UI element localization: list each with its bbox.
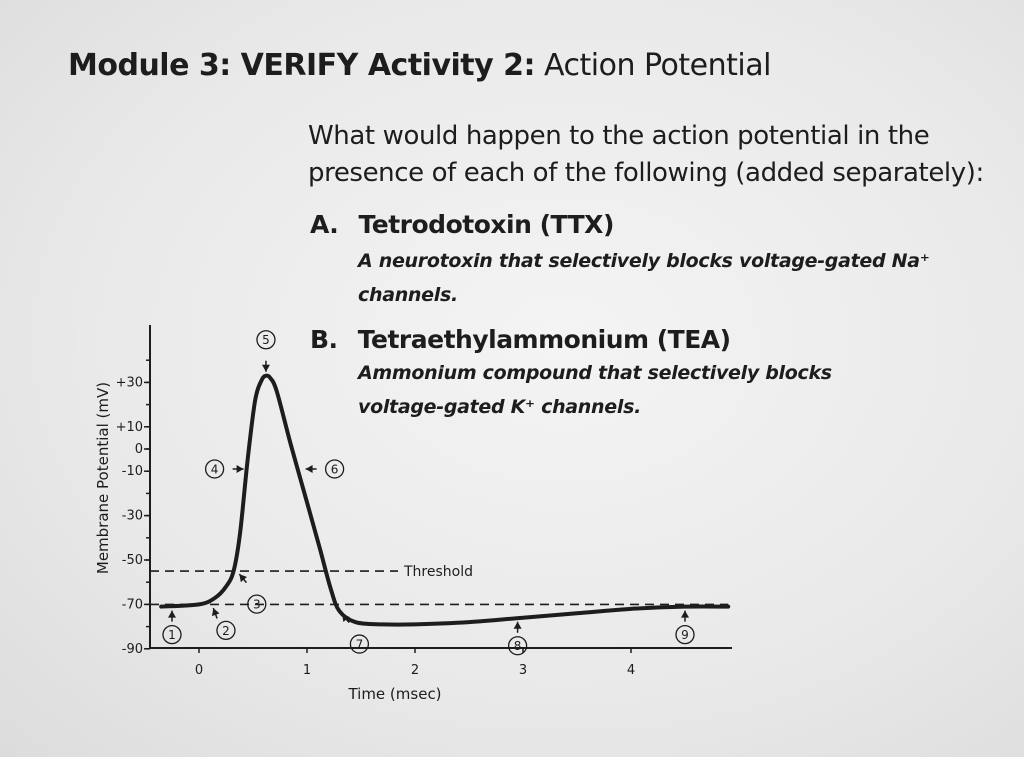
marker-label-6: 6: [331, 462, 339, 476]
y-tick-label: -10: [122, 464, 143, 479]
marker-circle-2: [216, 620, 236, 641]
marker-label-3: 3: [253, 598, 261, 612]
marker-arrowhead-7: [341, 614, 350, 623]
marker-circle-3: [247, 594, 267, 614]
marker-label-8: 8: [514, 639, 522, 653]
item-a-description: A neurotoxin that selectively blocks vol…: [358, 244, 930, 312]
marker-circle-6: [324, 459, 345, 479]
marker-circle-4: [204, 459, 225, 479]
y-tick-label: -50: [122, 553, 143, 568]
marker-label-7: 7: [356, 638, 364, 652]
x-tick-label: 0: [195, 663, 203, 678]
item-b-description: Ammonium compound that selectively block…: [358, 356, 832, 424]
y-axis-label: Membrane Potential (mV): [94, 382, 112, 574]
marker-arrowhead-5: [261, 364, 270, 372]
x-axis-label: Time (msec): [347, 685, 441, 703]
marker-circle-7: [349, 634, 370, 654]
marker-arrowhead-1: [168, 610, 176, 618]
marker-arrowhead-9: [681, 610, 689, 618]
item-a-name: Tetrodotoxin (TTX): [358, 210, 615, 239]
title-bold: Module 3: VERIFY Activity 2:: [68, 48, 536, 83]
y-tick-label: -30: [122, 509, 143, 524]
marker-arrowhead-3: [239, 574, 247, 583]
marker-circle-1: [162, 624, 182, 645]
x-tick-label: 2: [411, 663, 419, 678]
item-b-name: Tetraethylammonium (TEA): [357, 325, 731, 354]
marker-circle-8: [507, 636, 528, 656]
y-tick-label: -70: [122, 597, 143, 612]
marker-label-2: 2: [222, 624, 230, 638]
item-a-desc-line1: A neurotoxin that selectively blocks vol…: [358, 250, 930, 272]
y-tick-label: +30: [116, 375, 143, 390]
x-tick-label: 3: [519, 663, 527, 678]
marker-label-1: 1: [168, 628, 176, 642]
marker-label-5: 5: [262, 333, 270, 347]
question-text: What would happen to the action potentia…: [308, 121, 984, 188]
page-title: Module 3: VERIFY Activity 2: Action Pote…: [68, 48, 771, 83]
x-tick-label: 4: [627, 663, 635, 678]
action-potential-curve: [159, 373, 731, 627]
y-tick-label: 0: [135, 442, 143, 457]
item-b-desc-line1: Ammonium compound that selectively block…: [358, 362, 832, 384]
item-b-desc-line2: voltage-gated K⁺ channels.: [358, 396, 641, 418]
marker-arrowhead-4: [236, 464, 244, 473]
marker-arrowhead-2: [211, 608, 220, 617]
item-a-desc-line2: channels.: [358, 284, 458, 306]
x-tick-label: 1: [303, 663, 311, 678]
marker-arrowhead-8: [513, 621, 522, 629]
item-b-letter: B.: [310, 325, 338, 354]
item-a-letter: A.: [310, 210, 339, 239]
item-a-heading: A. Tetrodotoxin (TTX): [310, 210, 614, 239]
marker-circle-9: [675, 624, 695, 645]
marker-arrowhead-6: [305, 464, 313, 473]
marker-label-9: 9: [681, 628, 689, 642]
threshold-label: Threshold: [403, 564, 473, 580]
y-tick-label: +10: [116, 420, 143, 435]
title-regular: Action Potential: [535, 48, 771, 83]
marker-label-4: 4: [211, 462, 219, 476]
item-b-heading: B. Tetraethylammonium (TEA): [310, 325, 731, 354]
y-tick-label: -90: [122, 642, 143, 657]
marker-circle-5: [256, 330, 276, 350]
